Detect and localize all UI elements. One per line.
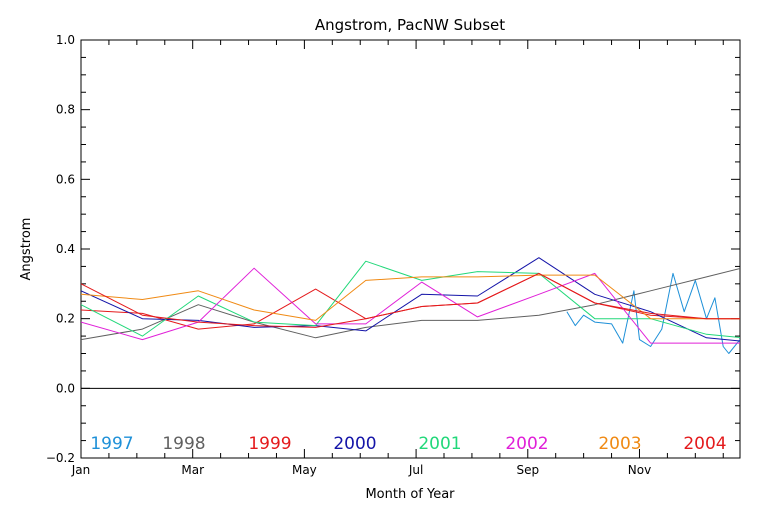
y-tick-label: 0.8 bbox=[56, 103, 75, 117]
legend-entry-2004: 2004 bbox=[683, 434, 726, 454]
x-tick-label: Nov bbox=[628, 463, 651, 477]
legend-entry-1998: 1998 bbox=[162, 434, 205, 454]
y-tick-label: 1.0 bbox=[56, 33, 75, 47]
series-line-2004 bbox=[81, 272, 740, 328]
series-line-1997 bbox=[566, 272, 740, 354]
axis-ticks: −0.2 0.0 0.2 0.4 0.6 0.8 1.0 Jan Mar May Jul Sep Nov bbox=[46, 33, 740, 477]
chart-title: Angstrom, PacNW Subset bbox=[315, 16, 505, 34]
legend-entry-2003: 2003 bbox=[598, 434, 641, 454]
series-layer bbox=[81, 257, 740, 354]
legend-entry-1999: 1999 bbox=[248, 434, 291, 454]
legend-entry-1997: 1997 bbox=[90, 434, 133, 454]
x-tick-label: May bbox=[292, 463, 317, 477]
y-tick-label: 0.4 bbox=[56, 242, 75, 256]
series-line-1998 bbox=[81, 267, 740, 341]
series-line-2001 bbox=[81, 260, 740, 338]
y-tick-label: −0.2 bbox=[46, 451, 75, 465]
series-line-2000 bbox=[81, 257, 740, 342]
y-tick-label: 0.2 bbox=[56, 312, 75, 326]
y-tick-label: 0.6 bbox=[56, 172, 75, 186]
x-tick-label: Sep bbox=[516, 463, 539, 477]
series-line-2003 bbox=[81, 274, 740, 321]
y-tick-label: 0.0 bbox=[56, 381, 75, 395]
legend: 1997 1998 1999 2000 2001 2002 2003 2004 bbox=[90, 434, 726, 454]
x-tick-label: Mar bbox=[181, 463, 204, 477]
x-tick-label: Jan bbox=[71, 463, 91, 477]
legend-entry-2002: 2002 bbox=[505, 434, 548, 454]
legend-entry-2001: 2001 bbox=[418, 434, 461, 454]
x-tick-label: Jul bbox=[408, 463, 423, 477]
y-axis-label: Angstrom bbox=[19, 218, 34, 281]
x-axis-label: Month of Year bbox=[365, 487, 455, 502]
legend-entry-2000: 2000 bbox=[333, 434, 376, 454]
plot-frame bbox=[80, 39, 741, 459]
